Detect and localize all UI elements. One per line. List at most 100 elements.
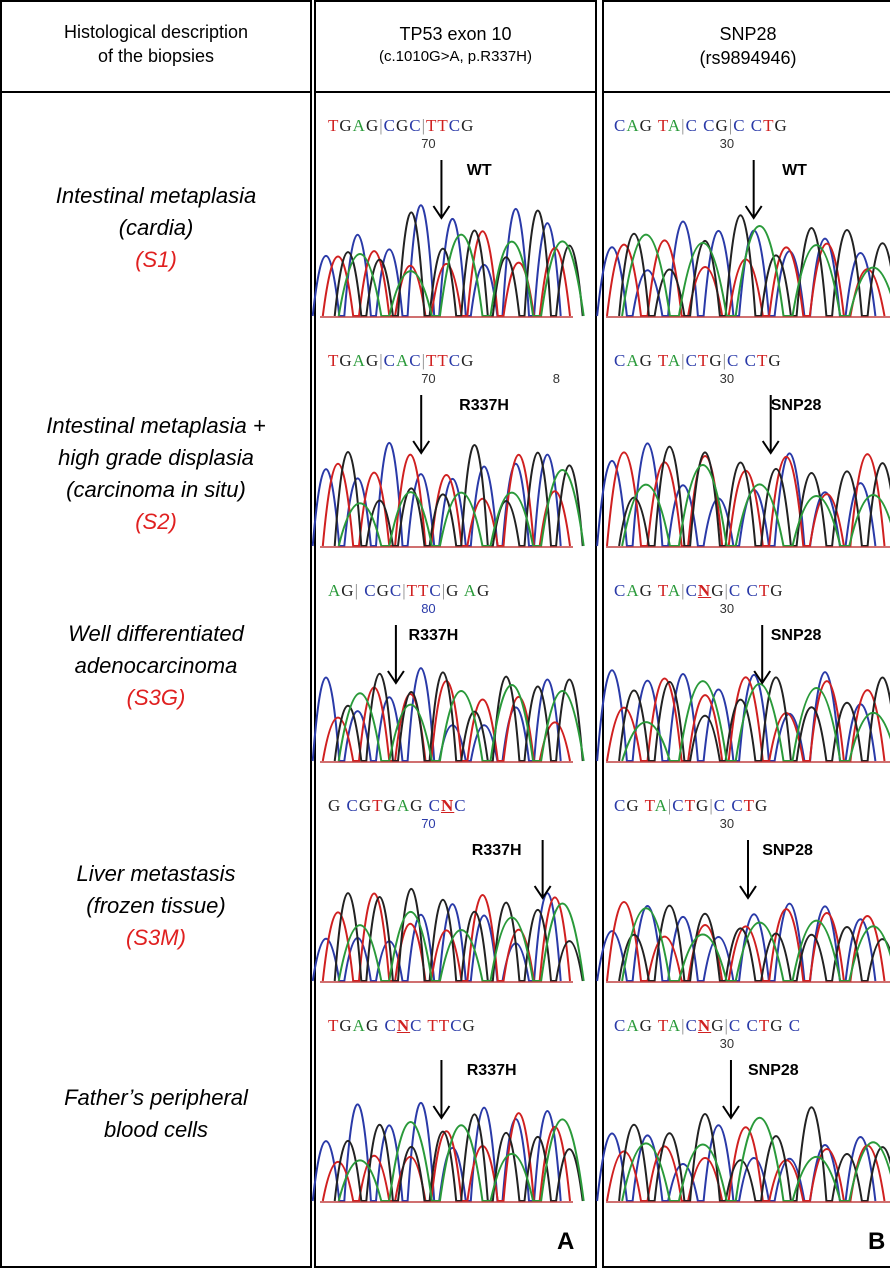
position-number: 70 [421,816,436,831]
sequence-text: TGAG|CAC|TTCG [328,351,475,370]
row-1-sample-code: (S1) [135,247,177,272]
chromatogram-trace [618,1106,890,1202]
header-tp53-line2: (c.1010G>A, p.R337H) [379,48,532,65]
tp53-variant-label-2: R337H [459,397,509,414]
row-1-desc-line2: (cardia) [118,215,194,240]
chromatogram-trace [621,464,890,547]
sequence-text: G CGTGAG CNC [328,796,467,815]
header-separator-1 [0,91,312,93]
sequence-text: AG| CGC|TTC|G AG [328,581,491,600]
chromatogram-trace [606,1126,886,1202]
row-3-desc-line2: adenocarcinoma [74,653,238,678]
position-number: 80 [421,601,436,616]
header-separator-2 [314,91,597,93]
chromatogram-trace [606,451,886,547]
row-4-sample-code: (S3M) [126,925,186,950]
row-4-desc-line2: (frozen tissue) [86,893,226,918]
position-number: 30 [719,601,735,616]
header-separator-3 [602,91,890,93]
row-3-sample-code: (S3G) [126,685,186,710]
snp-chromatogram-1 [596,160,890,318]
chromatogram-trace [337,684,585,762]
sequence-text: CAG TA|C CG|C CTG [614,116,788,135]
snp-variant-label-3: SNP28 [770,627,822,644]
chromatogram-trace [321,680,571,762]
arrow-icon [744,160,763,220]
tp53-chromatogram-4 [311,840,585,983]
col-snp28-frame [602,0,890,1268]
row-1-desc-line1: Intestinal metaplasia [55,183,257,208]
header-snp28-line1: SNP28 [719,24,777,44]
arrow-icon [739,840,757,900]
tp53-chromatogram-3 [311,625,585,763]
chromatogram-trace [621,680,890,762]
chromatogram-trace [618,676,890,762]
chromatogram-trace [621,1116,890,1202]
arrow-icon [533,840,552,900]
snp-variant-label-5: SNP28 [748,1062,799,1079]
panel-label-b: B [868,1228,886,1255]
snp-variant-label-2: SNP28 [770,397,822,414]
sequence-text: TGAG|CGC|TTCG [328,116,475,135]
sequence-text: CAG TA|CNG|C CTG C [614,1016,802,1035]
row-5-desc-line2: blood cells [104,1117,208,1142]
chromatogram-trace [337,902,585,982]
panel-label-a: A [557,1228,575,1255]
row-3-desc-line1: Well differentiated [68,621,244,646]
chromatogram-trace [333,671,584,762]
arrow-icon [412,395,431,455]
row-2-description: Intestinal metaplasia + high grade displ… [0,410,312,538]
tp53-variant-label-1: WT [466,162,492,179]
snp-chromatogram-3 [596,625,890,763]
col-tp53-frame [314,0,597,1268]
chromatogram-trace [333,1113,584,1202]
chromatogram-trace [621,225,890,317]
arrow-icon [432,160,451,220]
chromatogram-trace [333,209,584,317]
position-number: 30 [719,816,735,831]
position-number: 8 [552,371,560,386]
tp53-variant-label-5: R337H [466,1062,517,1079]
row-3-description: Well differentiated adenocarcinoma (S3G) [0,618,312,714]
sequence-text: CG TA|CTG|C CTG [614,796,769,815]
row-2-sample-code: (S2) [135,509,177,534]
position-number: 30 [719,371,735,386]
chromatogram-trace [618,904,890,982]
arrow-icon [722,1060,740,1120]
snp-chromatogram-2 [596,395,890,548]
tp53-chromatogram-2 [311,395,585,548]
arrow-icon [432,1060,451,1120]
chromatogram-trace [618,214,890,317]
sequence-text: CAG TA|CTG|C CTG [614,351,782,370]
header-tp53-line1: TP53 exon 10 [399,24,512,44]
sequence-text: TGAG CNC TTCG [328,1016,476,1035]
chromatogram-trace [618,445,890,547]
tp53-variant-label-3: R337H [408,627,459,644]
arrow-icon [761,395,780,455]
position-number: 30 [719,136,735,151]
tp53-variant-label-4: R337H [471,842,522,859]
chromatogram-trace [333,887,584,982]
snp-chromatogram-5 [596,1060,890,1203]
col-description-frame [0,0,312,1268]
header-histology-line1: Histological description [63,22,249,42]
chromatogram-trace [621,907,890,982]
chromatogram-trace [337,233,585,317]
snp-variant-label-4: SNP28 [762,842,813,859]
row-1-description: Intestinal metaplasia (cardia) (S1) [0,180,312,276]
position-number: 70 [421,136,436,151]
header-snp28: SNP28 (rs9894946) [602,22,890,70]
row-2-desc-line2: high grade displasia [58,445,254,470]
arrow-icon [753,625,772,685]
snp-variant-label-1: WT [782,162,807,179]
chromatogram-trace [311,442,562,547]
row-4-description: Liver metastasis (frozen tissue) (S3M) [0,858,312,954]
snp-chromatogram-4 [596,840,890,983]
row-4-desc-line1: Liver metastasis [76,861,236,886]
position-number: 30 [719,1036,735,1051]
header-histology: Histological description of the biopsies [0,20,312,68]
tp53-chromatogram-1 [311,160,585,318]
row-2-desc-line1: Intestinal metaplasia + [46,413,266,438]
chromatogram-trace [333,444,584,547]
sequence-text: CAG TA|CNG|C CTG [614,581,784,600]
